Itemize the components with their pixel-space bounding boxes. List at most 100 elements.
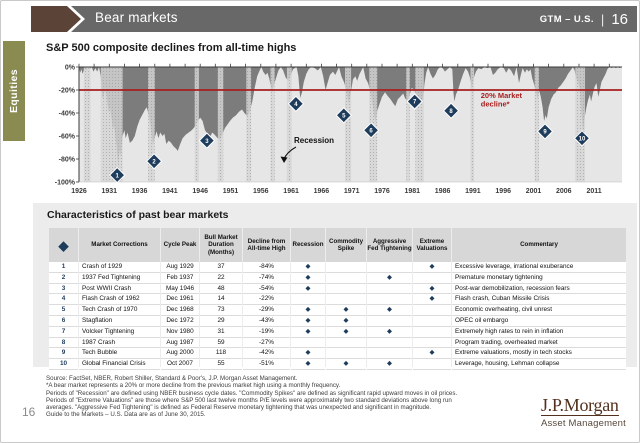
extreme-valuations-cell: ◆ (413, 294, 451, 306)
fed-tightening-cell (367, 348, 412, 360)
marker-diamond-8: 8 (442, 102, 460, 119)
bull-market-duration: 59 (200, 337, 242, 349)
diamond-icon: ◆ (343, 360, 349, 368)
extreme-valuations-cell (413, 359, 451, 370)
decline-from-high: -42% (243, 348, 290, 360)
fed-tightening-cell (367, 283, 412, 295)
footnote-line: *A bear market represents a 20% or more … (46, 382, 341, 390)
diamond-icon: ◆ (58, 237, 69, 253)
recession-band (406, 67, 410, 182)
x-tick-label: 1976 (374, 188, 390, 195)
decline-from-high: -43% (243, 315, 290, 327)
diamond-icon: ◆ (387, 327, 392, 335)
footnote-line: averages. "Aggressive Fed Tightening" is… (46, 404, 432, 412)
bull-market-duration: 118 (200, 348, 242, 360)
commentary: Flash crash, Cuban Missile Crisis (452, 294, 626, 306)
commodity-spike-cell: ◆ (326, 305, 366, 316)
svg-text:3: 3 (205, 139, 209, 145)
extreme-valuations-cell: ◆ (413, 348, 451, 360)
y-tick-label: 0% (65, 65, 76, 72)
extreme-valuations-cell (413, 326, 451, 338)
recession-cell: ◆ (291, 262, 325, 273)
row-number: 10 (49, 359, 78, 370)
x-tick-label: 1956 (253, 188, 269, 195)
svg-text:2: 2 (152, 160, 156, 166)
commodity-spike-cell (326, 262, 366, 273)
section-tab-label: Equities (8, 68, 20, 114)
recession-band (470, 67, 475, 182)
extreme-valuations-cell (413, 305, 451, 316)
diamond-icon: ◆ (343, 316, 349, 324)
marker-diamond-10: 10 (573, 130, 591, 147)
svg-text:4: 4 (294, 102, 298, 108)
row-number: 9 (49, 348, 78, 360)
cycle-peak: Dec 1972 (161, 315, 199, 327)
recession-cell: ◆ (291, 315, 325, 327)
recession-cell (291, 337, 325, 349)
cycle-peak: Oct 2007 (161, 359, 199, 370)
drawdown-area (79, 67, 622, 166)
decline-from-high: -22% (243, 294, 290, 306)
commodity-spike-cell (326, 294, 366, 306)
bear-markets-table: ◆ Market Corrections Cycle Peak Bull Market… (49, 228, 626, 370)
decline-from-high: -51% (243, 359, 290, 370)
market-correction-name: Tech Bubble (79, 348, 160, 360)
bull-market-duration: 22 (200, 272, 242, 284)
y-tick-label: -60% (59, 134, 76, 141)
row-number: 1 (49, 262, 78, 273)
marker-diamond-6: 6 (362, 122, 380, 139)
chevron-right-icon (31, 6, 85, 32)
footnote-line: Source: FactSet, NBER, Robert Shiller, S… (46, 375, 298, 382)
x-tick-label: 1981 (405, 188, 421, 195)
bull-market-duration: 73 (200, 305, 242, 316)
x-tick-label: 1971 (344, 188, 360, 195)
recession-cell: ◆ (291, 305, 325, 316)
section-tab-equities[interactable]: Equities (3, 41, 25, 141)
commentary: Economic overheating, civil unrest (452, 305, 626, 316)
svg-text:8: 8 (449, 109, 453, 115)
decline-from-high: -74% (243, 272, 290, 284)
footnotes: Source: FactSet, NBER, Robert Shiller, S… (46, 375, 526, 419)
threshold-label: decline* (481, 100, 510, 109)
market-correction-name: Tech Crash of 1970 (79, 305, 160, 316)
row-number: 2 (49, 272, 78, 284)
commentary: Program trading, overheated market (452, 337, 626, 349)
commodity-spike-cell (326, 337, 366, 349)
commentary: Post-war demobilization, recession fears (452, 283, 626, 295)
svg-text:6: 6 (369, 129, 373, 135)
bull-market-duration: 14 (200, 294, 242, 306)
commentary: Extreme valuations, mostly in tech stock… (452, 348, 626, 360)
x-tick-label: 1991 (465, 188, 481, 195)
diamond-icon: ◆ (387, 360, 392, 368)
extreme-valuations-cell (413, 272, 451, 284)
chart-title: S&P 500 composite declines from all-time… (46, 42, 297, 54)
header-bar: Bear markets GTM – U.S. | 16 (31, 6, 637, 32)
cycle-peak: Aug 1929 (161, 262, 199, 273)
diamond-icon: ◆ (305, 360, 311, 368)
recession-cell: ◆ (291, 326, 325, 338)
cycle-peak: Aug 2000 (161, 348, 199, 360)
decline-from-high: -54% (243, 283, 290, 295)
recession-band (148, 67, 155, 182)
row-number: 4 (49, 294, 78, 306)
diamond-icon: ◆ (305, 306, 311, 314)
x-tick-label: 2001 (526, 188, 542, 195)
footnote-line: Periods of "Extreme Valuations" are thos… (46, 396, 452, 404)
jpmorgan-logo: J.P.Morgan Asset Management (540, 396, 626, 429)
x-tick-label: 1986 (435, 188, 451, 195)
footnote-line: Guide to the Markets – U.S. Data are as … (46, 411, 206, 419)
x-tick-label: 1946 (192, 188, 208, 195)
cycle-peak: Aug 1987 (161, 337, 199, 349)
x-tick-label: 1996 (495, 188, 511, 195)
commentary: Premature monetary tightening (452, 272, 626, 284)
chart-section: 20% Market decline* 0% -20% -40% -60% -80% -100… (33, 37, 637, 203)
header-right: GTM – U.S. | 16 (540, 6, 628, 32)
recession-band (345, 67, 352, 182)
table-title: Characteristics of past bear markets (47, 209, 229, 221)
page-title: Bear markets (95, 10, 178, 25)
decline-from-high: -29% (243, 305, 290, 316)
fed-tightening-cell (367, 337, 412, 349)
fed-tightening-cell (367, 294, 412, 306)
recession-cell (291, 294, 325, 306)
